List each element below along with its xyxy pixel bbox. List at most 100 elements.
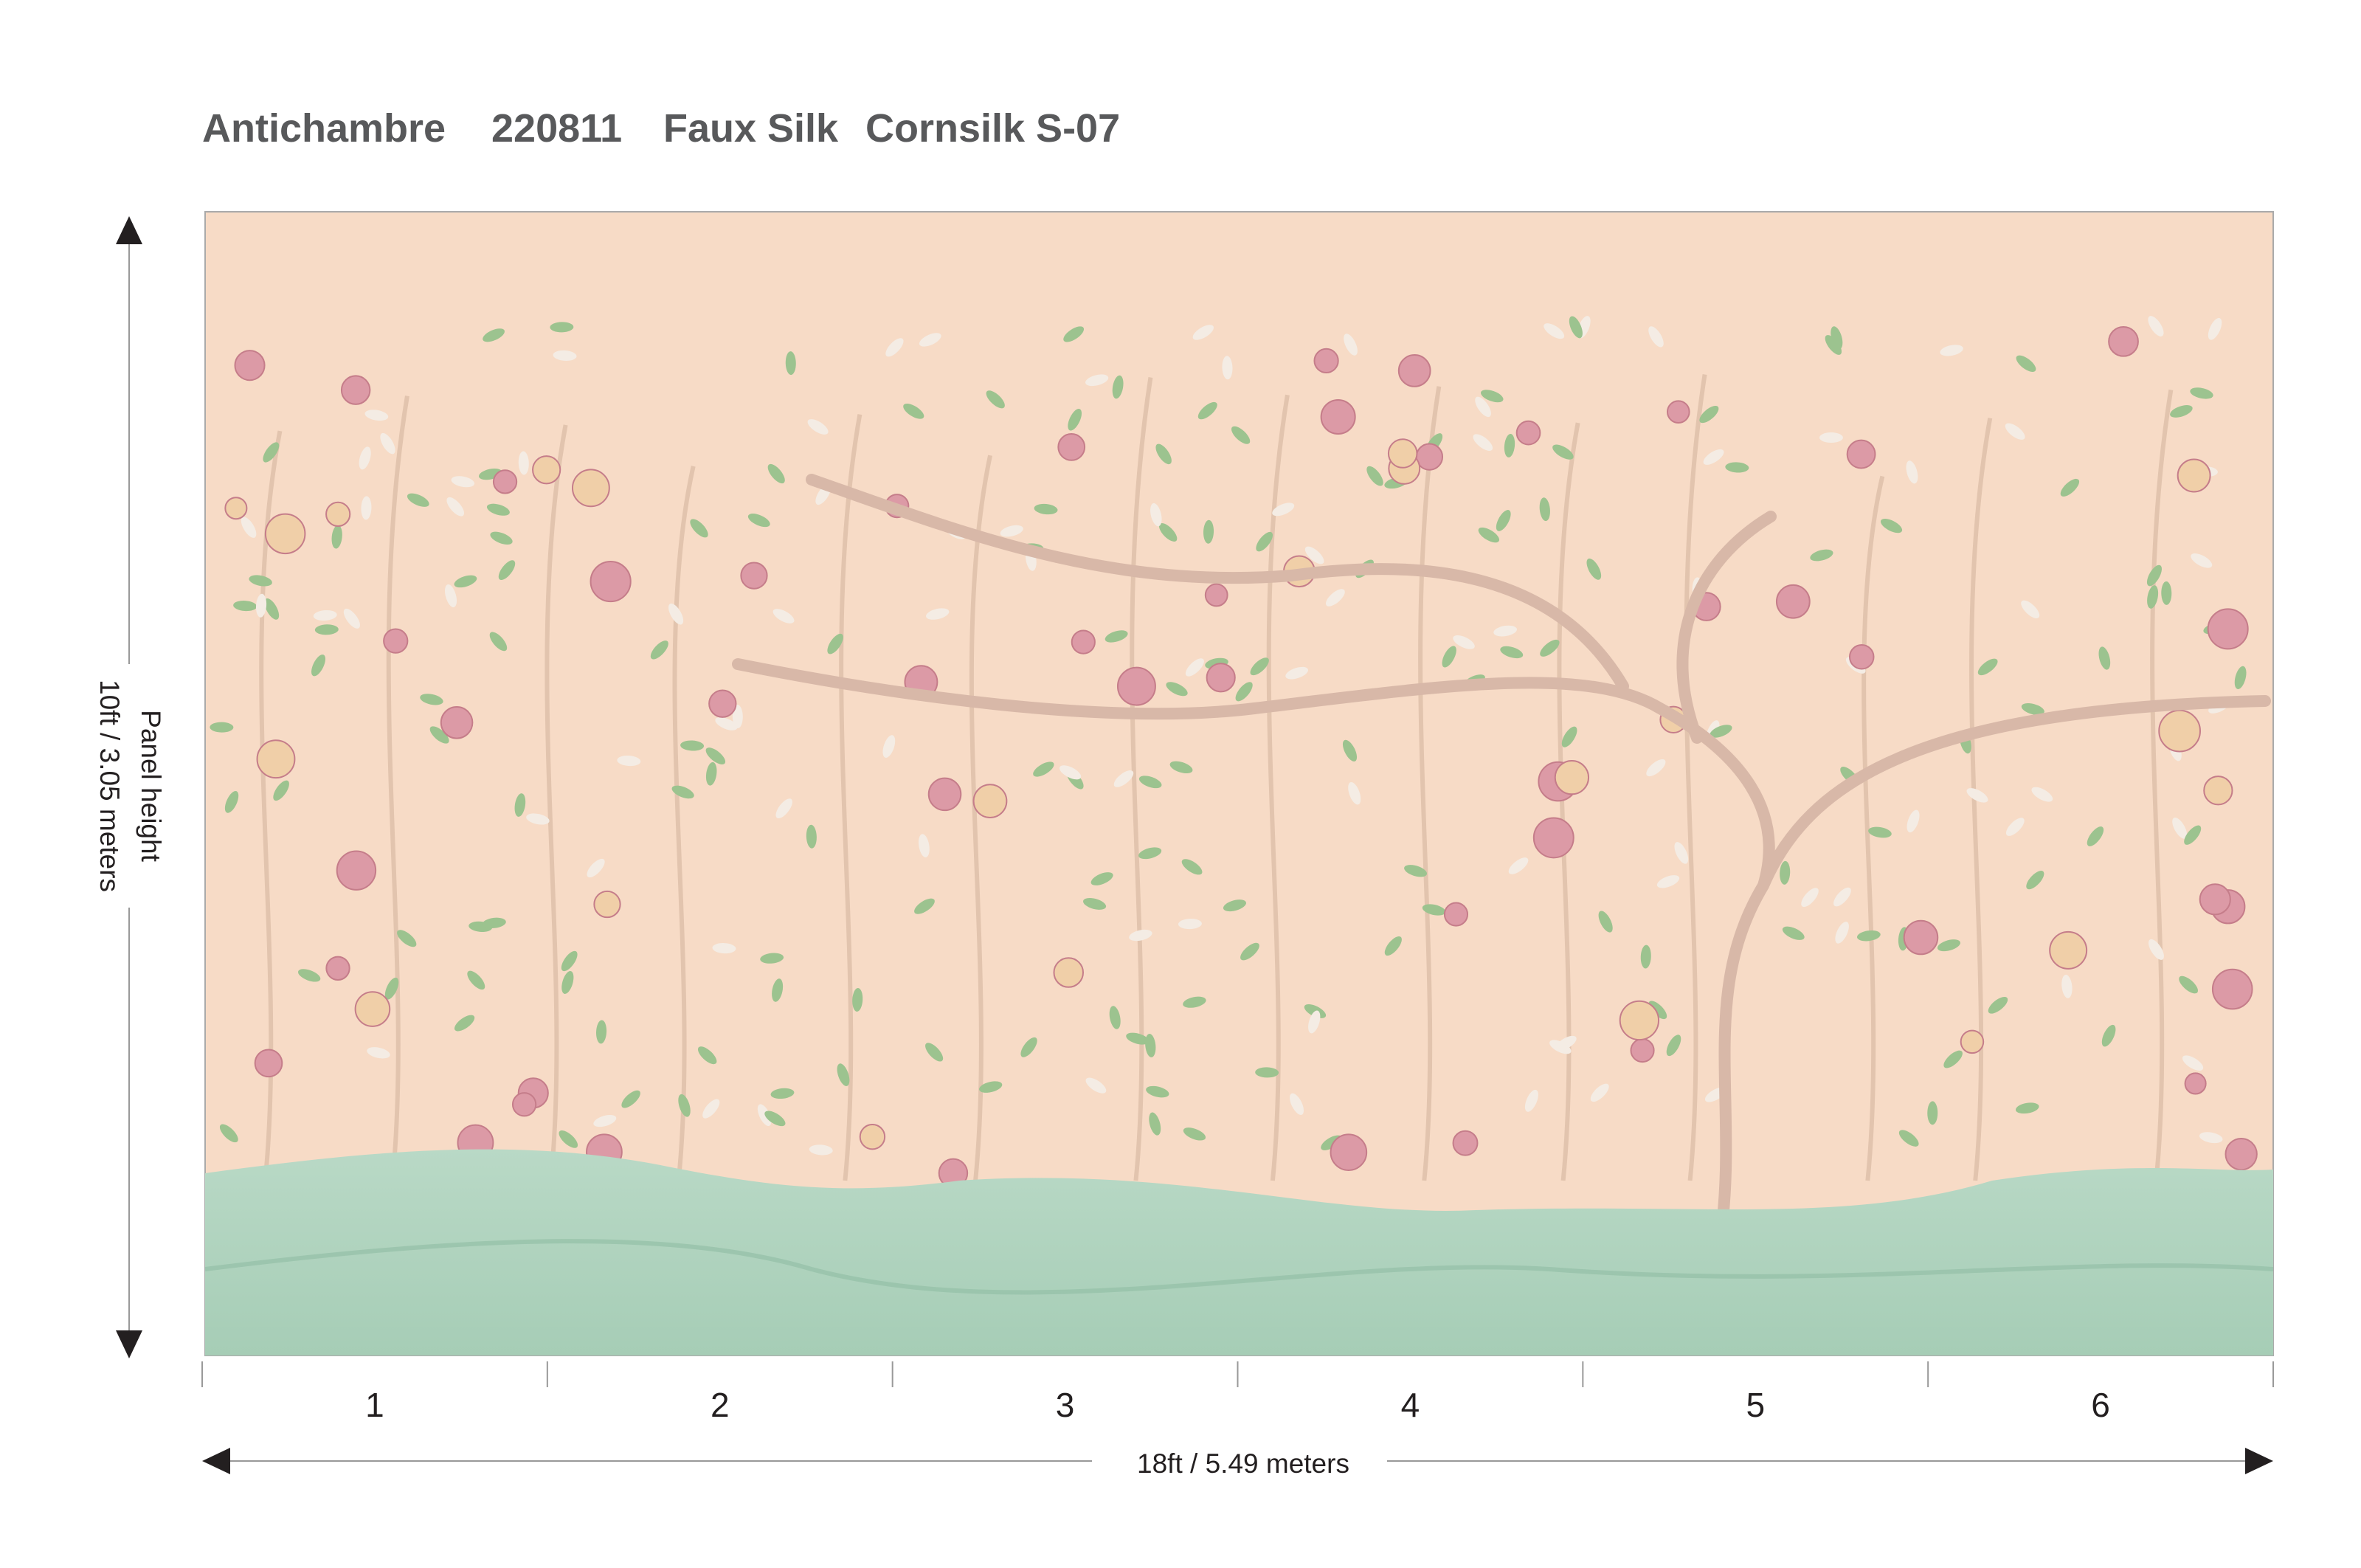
leaf [596, 1020, 607, 1044]
product-name: Antichambre [202, 106, 446, 151]
leaf [764, 1111, 786, 1127]
arrow-down [116, 1330, 142, 1358]
leaf [772, 609, 795, 624]
leaf [715, 716, 738, 731]
panel-ticks: 1 2 3 4 5 6 [201, 1361, 2274, 1424]
leaf [498, 560, 516, 581]
flower [1071, 629, 1096, 655]
leaf [297, 969, 321, 982]
flower [492, 469, 518, 494]
flower [2207, 608, 2249, 650]
leaf [809, 1144, 833, 1156]
leaf [1539, 497, 1550, 522]
leaf [1473, 434, 1493, 451]
flower [1960, 1029, 1985, 1054]
leaf [1801, 888, 1819, 908]
width-label: 18ft / 5.49 meters [1137, 1448, 1349, 1479]
leaf [2087, 826, 2104, 846]
leaf [747, 514, 770, 528]
leaf [233, 600, 257, 612]
leaf [1304, 546, 1324, 564]
leaf [919, 333, 941, 347]
leaf [757, 1104, 772, 1126]
leaf [1235, 682, 1253, 702]
leaf [1927, 1101, 1938, 1125]
flower [1554, 760, 1590, 795]
flower [2199, 883, 2231, 916]
leaf [446, 497, 465, 517]
leaf [454, 575, 477, 588]
flower [1415, 443, 1444, 471]
leaf [1183, 996, 1206, 1008]
flower [927, 777, 962, 812]
leaf [1000, 525, 1023, 537]
leaf [678, 1094, 691, 1117]
flower [593, 890, 621, 919]
arrow-left [202, 1448, 230, 1474]
leaf [593, 1114, 617, 1127]
leaf [343, 608, 360, 629]
leaf [1138, 847, 1162, 860]
leaf [1063, 326, 1085, 342]
leaf [454, 1015, 475, 1032]
leaf [467, 970, 485, 990]
leaf [1493, 625, 1517, 637]
leaf [1255, 1067, 1279, 1078]
flower [1848, 643, 1875, 670]
flower [859, 1123, 886, 1150]
leaf [1082, 898, 1107, 910]
leaf [1109, 1006, 1121, 1029]
leaf [1113, 770, 1134, 787]
leaf [2031, 787, 2053, 802]
flower [1313, 348, 1339, 374]
leaf [1169, 761, 1193, 774]
leaf [273, 780, 289, 801]
leaf [2170, 405, 2193, 418]
flower [740, 562, 768, 590]
leaf [1833, 887, 1851, 907]
leaf [1780, 860, 1791, 885]
flower [972, 784, 1008, 819]
leaf [1112, 375, 1124, 399]
leaf [1475, 396, 1491, 418]
leaf [587, 858, 605, 878]
leaf [671, 785, 694, 799]
leaf [903, 404, 924, 419]
stem [1969, 418, 1993, 1181]
leaf [380, 432, 395, 455]
leaf [979, 1081, 1003, 1093]
flower [1532, 817, 1574, 859]
flower [1387, 438, 1418, 469]
leaf [1256, 531, 1273, 552]
leaf [1988, 996, 2008, 1014]
leaf [1166, 682, 1188, 697]
tree-branches [732, 474, 2271, 1265]
leaf [1155, 443, 1172, 465]
leaf [2021, 702, 2044, 715]
leaf [680, 740, 705, 751]
leaf [1540, 639, 1560, 657]
leaf [490, 531, 513, 545]
leaf [331, 525, 342, 549]
leaf [1500, 646, 1524, 659]
leaf [1129, 929, 1152, 942]
leaf [1880, 518, 1903, 533]
leaf [2016, 355, 2036, 372]
leaf [1666, 1035, 1681, 1057]
leaf [705, 761, 717, 786]
leaf [518, 451, 529, 475]
leaf [914, 898, 935, 914]
leaf [1033, 761, 1054, 777]
height-value: 10ft / 3.05 meters [94, 680, 125, 892]
leaf [451, 476, 475, 488]
flower [532, 455, 561, 485]
leaf [1183, 1127, 1206, 1141]
leaf [2148, 316, 2164, 336]
leaf [1146, 1085, 1169, 1098]
leaf [224, 790, 239, 813]
flower [571, 469, 610, 508]
flower [2211, 968, 2253, 1010]
leaf [1710, 725, 1732, 738]
leaf [1552, 444, 1574, 460]
leaf [2182, 1055, 2204, 1071]
